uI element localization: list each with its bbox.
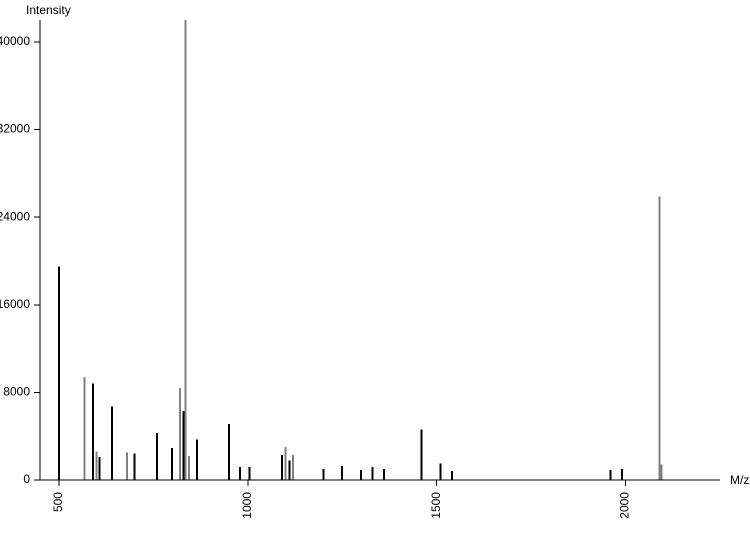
x-tick-label: 1500 <box>429 492 443 519</box>
y-tick-label: 24000 <box>0 209 30 223</box>
y-tick-label: 0 <box>23 472 30 486</box>
spectrum-svg: 0 8000 16000 24000 32000 40000 Intensity 500 100… <box>0 0 750 540</box>
x-tick-label: 2000 <box>618 492 632 519</box>
x-tick-label: 1000 <box>240 492 254 519</box>
mass-spectrum-chart: 0 8000 16000 24000 32000 40000 Intensity 500 100… <box>0 0 750 540</box>
x-tick-label: 500 <box>51 492 65 512</box>
peaks-group <box>59 20 662 480</box>
y-axis-title: Intensity <box>26 3 71 17</box>
y-tick-label: 8000 <box>3 385 30 399</box>
y-tick-label: 40000 <box>0 34 30 48</box>
y-tick-label: 32000 <box>0 122 30 136</box>
x-axis-title: M/z <box>730 473 749 487</box>
y-tick-label: 16000 <box>0 297 30 311</box>
